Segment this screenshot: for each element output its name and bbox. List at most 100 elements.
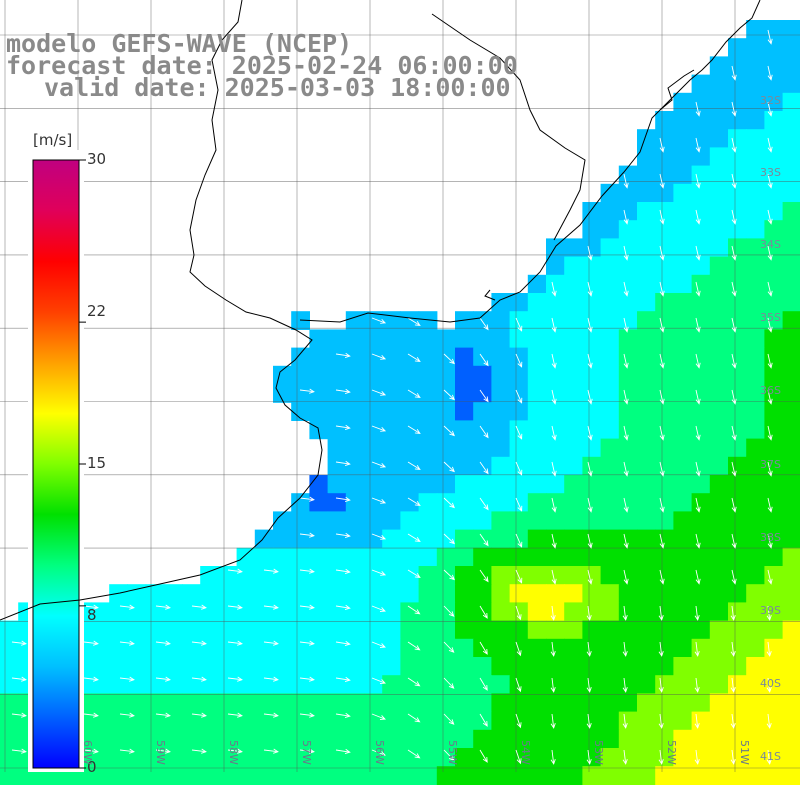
wind-speed-cell xyxy=(764,274,784,294)
lat-label-39s: 39S xyxy=(760,604,781,617)
wind-speed-cell xyxy=(764,493,784,512)
wind-speed-cell xyxy=(509,311,529,330)
wind-speed-cell xyxy=(782,402,800,421)
wind-speed-cell xyxy=(527,402,547,421)
wind-speed-cell xyxy=(109,657,128,676)
wind-arrow xyxy=(11,712,27,718)
wind-speed-cell xyxy=(236,566,256,585)
wind-speed-cell xyxy=(673,256,693,276)
wind-speed-cell xyxy=(527,766,547,785)
wind-speed-cell xyxy=(400,729,420,749)
wind-arrow xyxy=(767,101,773,117)
wind-speed-cell xyxy=(618,384,638,403)
wind-speed-cell xyxy=(418,729,438,749)
wind-speed-cell xyxy=(291,365,310,385)
wind-speed-cell xyxy=(746,547,765,567)
wind-speed-cell xyxy=(691,384,711,403)
wind-speed-cell xyxy=(91,711,110,731)
wind-arrow xyxy=(335,712,351,719)
wind-speed-cell xyxy=(473,493,492,512)
wind-speed-cell xyxy=(455,420,474,440)
wind-arrow xyxy=(155,712,171,718)
wind-speed-cell xyxy=(473,438,492,458)
wind-speed-cell xyxy=(618,766,638,785)
wind-speed-cell xyxy=(345,420,365,440)
wind-arrow xyxy=(623,569,629,585)
wind-speed-cell xyxy=(182,602,201,622)
wind-speed-cell xyxy=(637,584,656,603)
wind-speed-cell xyxy=(509,675,529,694)
wind-speed-cell xyxy=(473,529,492,549)
wind-speed-cell xyxy=(637,256,656,276)
wind-arrow xyxy=(659,281,665,297)
wind-speed-cell xyxy=(200,693,219,713)
wind-speed-cell xyxy=(527,566,547,585)
wind-arrow xyxy=(443,461,455,473)
wind-speed-cell xyxy=(509,602,529,622)
wind-speed-cell xyxy=(709,256,729,276)
wind-speed-cell xyxy=(491,748,511,767)
wind-speed-cell xyxy=(709,766,729,785)
wind-arrow xyxy=(515,425,523,440)
wind-arrow xyxy=(407,569,421,578)
wind-speed-cell xyxy=(782,74,800,94)
wind-speed-cell xyxy=(473,566,492,585)
wind-speed-cell xyxy=(291,766,310,785)
wind-arrow xyxy=(695,245,701,261)
wind-speed-cell xyxy=(728,584,747,603)
wind-speed-cell xyxy=(127,729,147,749)
wind-speed-cell xyxy=(91,657,110,676)
wind-speed-cell xyxy=(327,384,347,403)
lat-label-40s: 40S xyxy=(760,677,781,690)
wind-speed-cell xyxy=(509,638,529,658)
wind-speed-cell xyxy=(655,202,674,221)
wind-speed-cell xyxy=(236,584,256,603)
wind-arrow xyxy=(479,641,488,655)
wind-speed-cell xyxy=(145,620,165,640)
wind-speed-cell xyxy=(709,111,729,130)
wind-speed-cell xyxy=(691,129,711,148)
wind-speed-cell xyxy=(764,147,784,167)
wind-speed-cell xyxy=(655,147,674,167)
wind-speed-cell xyxy=(782,111,800,130)
wind-speed-cell xyxy=(746,729,765,749)
wind-speed-cell xyxy=(400,384,420,403)
wind-arrow xyxy=(515,317,523,332)
wind-speed-cell xyxy=(418,420,438,440)
wind-arrow xyxy=(479,317,489,331)
wind-speed-cell xyxy=(309,493,329,512)
wind-speed-cell xyxy=(473,766,492,785)
wind-arrow xyxy=(407,353,421,362)
wind-speed-cell xyxy=(546,493,565,512)
lat-label-33s: 33S xyxy=(760,166,781,179)
wind-speed-cell xyxy=(491,675,511,694)
wind-speed-cell xyxy=(691,347,711,367)
wind-speed-cell xyxy=(491,384,511,403)
wind-arrow xyxy=(695,497,701,513)
wind-speed-cell xyxy=(364,402,383,421)
wind-arrow xyxy=(515,713,522,729)
wind-speed-cell xyxy=(600,438,620,458)
wind-speed-cell xyxy=(600,420,620,440)
wind-arrow xyxy=(407,497,421,506)
wind-speed-cell xyxy=(309,384,329,403)
wind-speed-cell xyxy=(418,511,438,531)
wind-speed-cell xyxy=(400,693,420,713)
wind-speed-cell xyxy=(527,657,547,676)
wind-speed-cell xyxy=(655,311,674,330)
wind-arrow xyxy=(623,209,629,225)
wind-speed-cell xyxy=(746,38,765,57)
wind-speed-cell xyxy=(546,329,565,349)
wind-speed-cell xyxy=(491,475,511,494)
wind-speed-cell xyxy=(637,384,656,403)
wind-speed-cell xyxy=(309,620,329,640)
wind-speed-cell xyxy=(309,729,329,749)
wind-speed-cell xyxy=(618,311,638,330)
wind-speed-cell xyxy=(327,365,347,385)
wind-speed-cell xyxy=(782,274,800,294)
wind-speed-cell xyxy=(728,56,747,76)
wind-speed-cell xyxy=(200,657,219,676)
colorbar-tick-15: 15 xyxy=(87,454,107,472)
wind-speed-cell xyxy=(764,638,784,658)
wind-speed-cell xyxy=(436,547,456,567)
